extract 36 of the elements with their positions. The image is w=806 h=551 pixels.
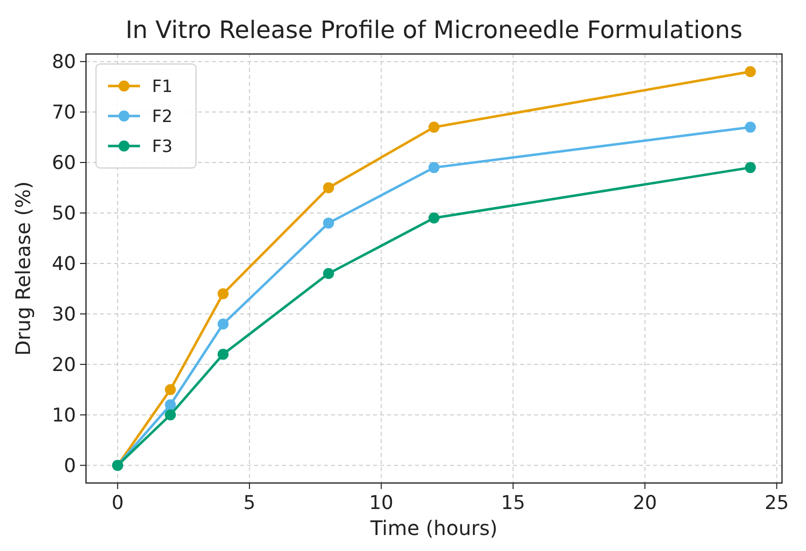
point (744, 66, 756, 78)
legend-label: F2 (152, 106, 173, 127)
y-tick-label: 30 (52, 304, 76, 326)
point (428, 162, 440, 174)
point (218, 318, 229, 330)
point (218, 288, 229, 300)
legend-label: F3 (152, 136, 173, 157)
y-tick-label: 50 (52, 202, 76, 225)
x-tick-label: 20 (632, 492, 658, 514)
y-tick-label: 40 (52, 253, 76, 276)
point (428, 212, 440, 224)
point (428, 122, 440, 133)
x-tick-label: 0 (112, 492, 124, 514)
y-tick-label: 60 (52, 152, 76, 174)
x-tick-label: 10 (369, 492, 394, 514)
y-tick-label: 80 (52, 51, 76, 74)
x-tick-label: 5 (243, 492, 256, 514)
chart-title: In Vitro Release Profile of Microneedle Formulations (125, 16, 743, 44)
y-tick-label: 20 (52, 354, 76, 376)
point (323, 218, 334, 229)
x-tick-label: 15 (500, 492, 526, 514)
point (323, 182, 334, 194)
point (744, 162, 756, 174)
point (164, 399, 176, 410)
point (744, 122, 756, 133)
y-tick-label: 70 (52, 102, 76, 124)
x-tick-label: 25 (764, 492, 789, 514)
y-tick-label: 10 (52, 404, 76, 427)
point (164, 409, 176, 420)
y-axis-title: Drug Release (%) (11, 181, 35, 356)
x-axis-title: Time (hours) (369, 516, 498, 540)
point (164, 384, 176, 396)
legend-label: F1 (152, 76, 173, 97)
point (323, 268, 334, 280)
point (218, 348, 229, 360)
y-tick-label: 0 (64, 454, 76, 477)
